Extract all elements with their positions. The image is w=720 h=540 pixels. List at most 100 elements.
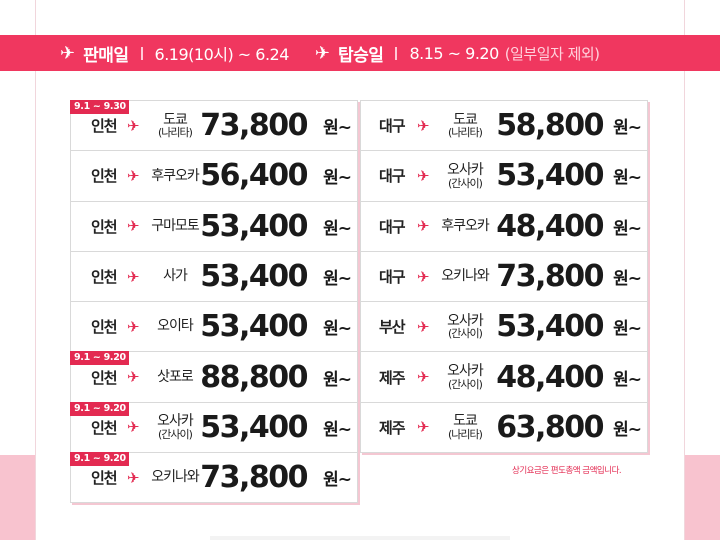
destination-city: 오사카 [157,413,194,430]
route-card[interactable]: 인천 ✈ 후쿠오카 56,400 원~ [70,150,358,202]
route-card[interactable]: 부산 ✈ 오사카 (간사이) 53,400 원~ [360,301,648,353]
origin-city: 인천 [91,469,118,488]
origin-city: 대구 [379,268,406,287]
origin-city: 인천 [91,167,118,186]
destination-airport: (간사이) [448,377,483,391]
fare-price: 53,400 [200,309,308,345]
route-card[interactable]: 인천 ✈ 오이타 53,400 원~ [70,301,358,353]
regional-routes: 대구 ✈ 도쿄 (나리타) 58,800 원~ 대구 ✈ 오사카 (간사이) 53,… [360,100,648,454]
airplane-icon: ✈ [417,317,430,336]
currency-label: 원~ [613,319,642,340]
origin-city: 인천 [91,368,118,387]
airplane-icon: ✈ [417,368,430,387]
period-banner: ✈ 판매일 6.19(10시) ~ 6.24 ✈ 탑승일 8.15 ~ 9.20… [0,35,720,71]
airplane-icon: ✈ [127,468,140,487]
fare-price: 53,400 [200,259,308,295]
route-card[interactable]: 대구 ✈ 오키나와 73,800 원~ [360,250,648,303]
destination-city: 도쿄 [453,111,478,128]
origin-city: 제주 [379,418,406,437]
airplane-icon: ✈ [127,166,140,185]
fare-price: 53,400 [200,409,308,445]
route-card[interactable]: 인천 ✈ 구마모토 53,400 원~ [70,200,358,252]
airplane-icon: ✈ [127,116,140,135]
fare-price: 58,800 [496,108,604,144]
airplane-icon: ✈ [127,217,140,236]
route-card[interactable]: 대구 ✈ 후쿠오카 48,400 원~ [360,200,648,252]
date-badge: 9.1 ~ 9.30 [70,100,129,114]
fare-footnote: 상기요금은 편도총액 금액입니다. [512,466,622,476]
sale-period: 6.19(10시) ~ 6.24 [154,45,290,64]
airplane-icon: ✈ [417,267,430,286]
destination: 오키나와 [433,269,497,284]
route-card[interactable]: 인천 ✈ 사가 53,400 원~ [70,250,358,303]
destination: 오사카 (간사이) [143,414,207,440]
currency-label: 원~ [613,369,642,390]
route-card[interactable]: 제주 ✈ 도쿄 (나리타) 63,800 원~ [360,401,648,454]
destination: 삿포로 [143,370,207,385]
destination: 오키나와 [143,470,207,485]
destination-airport: (나리타) [448,427,483,441]
destination-city: 후쿠오카 [151,167,200,184]
currency-label: 원~ [613,269,642,290]
destination: 도쿄 (나리타) [433,414,497,440]
fare-price: 53,400 [496,158,604,194]
currency-label: 원~ [613,118,642,139]
currency-label: 원~ [323,319,352,340]
currency-label: 원~ [323,369,352,390]
destination-airport: (나리타) [448,126,483,140]
destination-city: 후쿠오카 [441,217,490,234]
fare-price: 88,800 [200,359,308,395]
airplane-icon: ✈ [417,418,430,437]
currency-label: 원~ [323,419,352,440]
origin-city: 인천 [91,418,118,437]
currency-label: 원~ [323,470,352,491]
sale-label: 판매일 [83,45,129,66]
destination-airport: (간사이) [158,427,193,441]
destination-airport: (나리타) [158,126,193,140]
date-badge: 9.1 ~ 9.20 [70,401,129,416]
origin-city: 인천 [91,117,118,136]
airplane-icon: ✈ [314,42,331,64]
fare-price: 56,400 [200,158,308,194]
fare-price: 48,400 [496,208,604,244]
destination: 오사카 (간사이) [433,163,497,189]
destination-city: 오이타 [157,318,194,335]
boarding-label: 탑승일 [338,45,384,66]
fare-price: 73,800 [200,108,308,144]
origin-city: 부산 [379,318,406,337]
origin-city: 인천 [91,217,118,236]
destination: 도쿄 (나리타) [433,111,497,140]
divider [395,46,398,60]
currency-label: 원~ [613,218,642,239]
destination-city: 도쿄 [453,413,478,430]
route-card[interactable]: 9.1 ~ 9.20 인천 ✈ 오사카 (간사이) 53,400 원~ [70,401,358,454]
destination-city: 오사카 [447,161,484,178]
route-card[interactable]: 9.1 ~ 9.20 인천 ✈ 오키나와 73,800 원~ [70,452,358,504]
origin-city: 대구 [379,167,406,186]
airplane-icon: ✈ [127,267,140,286]
route-card[interactable]: 9.1 ~ 9.20 인천 ✈ 삿포로 88,800 원~ [70,351,358,403]
destination-city: 오사카 [447,363,484,379]
fare-price: 53,400 [200,208,308,244]
currency-label: 원~ [613,419,642,440]
fare-price: 73,800 [200,460,308,496]
origin-city: 대구 [379,217,406,236]
destination-airport: (간사이) [448,176,483,190]
destination-city: 오키나와 [441,268,490,285]
route-card[interactable]: 제주 ✈ 오사카 (간사이) 48,400 원~ [360,351,648,403]
destination-city: 오키나와 [151,469,200,486]
destination-city: 삿포로 [157,368,194,385]
route-card[interactable]: 9.1 ~ 9.30 인천 ✈ 도쿄 (나리타) 73,800 원~ [70,100,358,152]
airplane-icon: ✈ [417,116,430,135]
destination: 오이타 [143,319,207,334]
airplane-icon: ✈ [127,418,140,437]
date-badge: 9.1 ~ 9.20 [70,452,129,467]
destination-city: 사가 [163,268,188,285]
airplane-icon: ✈ [417,166,430,185]
route-card[interactable]: 대구 ✈ 오사카 (간사이) 53,400 원~ [360,150,648,202]
airplane-icon: ✈ [417,217,430,236]
destination-city: 오사카 [447,312,484,329]
boarding-period: 8.15 ~ 9.20 [409,43,499,63]
currency-label: 원~ [323,168,352,189]
route-card[interactable]: 대구 ✈ 도쿄 (나리타) 58,800 원~ [360,100,648,152]
